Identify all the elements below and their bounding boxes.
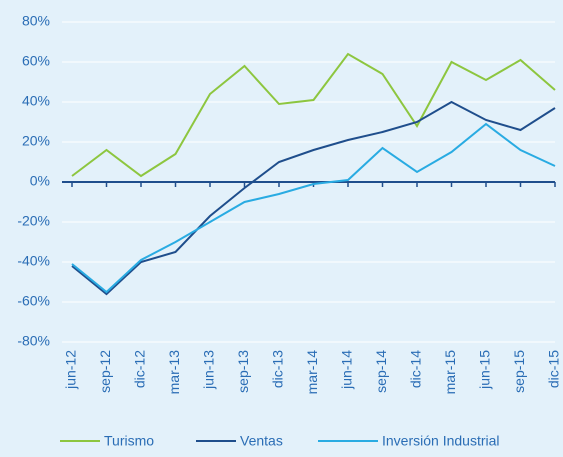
x-tick-label: sep-12 bbox=[97, 350, 113, 393]
x-tick-label: mar-14 bbox=[304, 350, 320, 395]
y-tick-label: 80% bbox=[22, 13, 50, 29]
y-tick-label: 0% bbox=[30, 173, 50, 189]
legend-label: Turismo bbox=[104, 433, 154, 449]
x-tick-label: sep-14 bbox=[373, 350, 389, 393]
y-tick-label: 40% bbox=[22, 93, 50, 109]
x-tick-label: jun-13 bbox=[201, 350, 217, 390]
x-tick-label: dic-14 bbox=[408, 350, 424, 388]
series-line bbox=[71, 100, 556, 296]
x-tick-label: mar-13 bbox=[166, 350, 182, 395]
y-tick-label: -40% bbox=[17, 253, 50, 269]
legend-label: Inversión Industrial bbox=[382, 433, 500, 449]
y-tick-label: -80% bbox=[17, 333, 50, 349]
x-tick-label: dic-15 bbox=[546, 350, 562, 388]
x-tick-label: dic-12 bbox=[132, 350, 148, 388]
x-tick-label: sep-15 bbox=[511, 350, 527, 393]
legend-label: Ventas bbox=[240, 433, 283, 449]
y-tick-label: -60% bbox=[17, 293, 50, 309]
x-tick-label: sep-13 bbox=[235, 350, 251, 393]
y-tick-label: -20% bbox=[17, 213, 50, 229]
x-tick-label: jun-12 bbox=[63, 350, 79, 390]
x-tick-label: jun-14 bbox=[339, 350, 355, 390]
series-line bbox=[71, 122, 556, 294]
x-tick-label: dic-13 bbox=[270, 350, 286, 388]
x-tick-label: mar-15 bbox=[442, 350, 458, 395]
x-tick-label: jun-15 bbox=[477, 350, 493, 390]
series-line bbox=[71, 52, 556, 178]
y-tick-label: 60% bbox=[22, 53, 50, 69]
y-tick-label: 20% bbox=[22, 133, 50, 149]
